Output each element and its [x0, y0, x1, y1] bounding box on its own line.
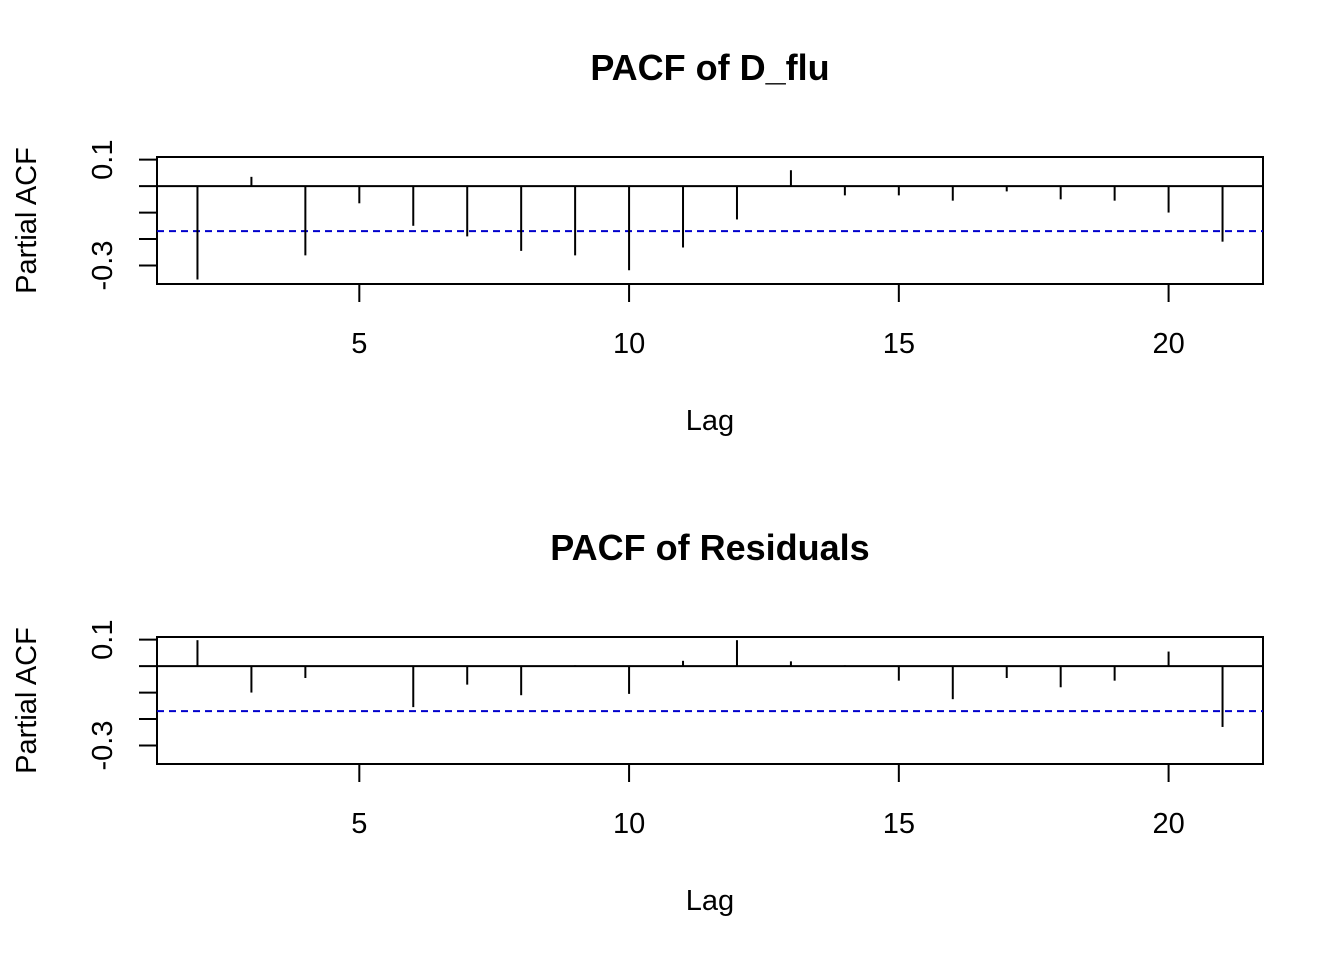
- x-tick-label: 15: [883, 328, 915, 360]
- pacf-panel-1: PACF of D_flu 5 10 15 20 -0.3 0.1 Lag Partial AC…: [11, 47, 1264, 437]
- x-tick-label: 15: [883, 808, 915, 840]
- x-tick-label: 20: [1152, 808, 1184, 840]
- chart-title: PACF of Residuals: [550, 527, 869, 568]
- plot-frame: [156, 156, 1264, 285]
- x-tick-label: 10: [613, 328, 645, 360]
- x-axis-label: Lag: [686, 885, 734, 917]
- x-tick-label: 5: [351, 328, 367, 360]
- y-axis-label: Partial ACF: [11, 147, 43, 294]
- x-tick-label: 5: [351, 808, 367, 840]
- chart-title: PACF of D_flu: [590, 47, 829, 88]
- x-axis-label: Lag: [686, 405, 734, 437]
- y-axis-label: Partial ACF: [11, 627, 43, 774]
- x-tick-label: 20: [1152, 328, 1184, 360]
- y-tick-label: -0.3: [87, 240, 119, 290]
- y-tick-label: 0.1: [87, 619, 119, 659]
- pacf-panel-2: PACF of Residuals 5 10 15 20 -0.3 0.1 Lag Partia…: [11, 527, 1264, 917]
- x-tick-label: 10: [613, 808, 645, 840]
- y-tick-label: -0.3: [87, 720, 119, 770]
- y-tick-label: 0.1: [87, 139, 119, 179]
- plot-frame: [156, 636, 1264, 765]
